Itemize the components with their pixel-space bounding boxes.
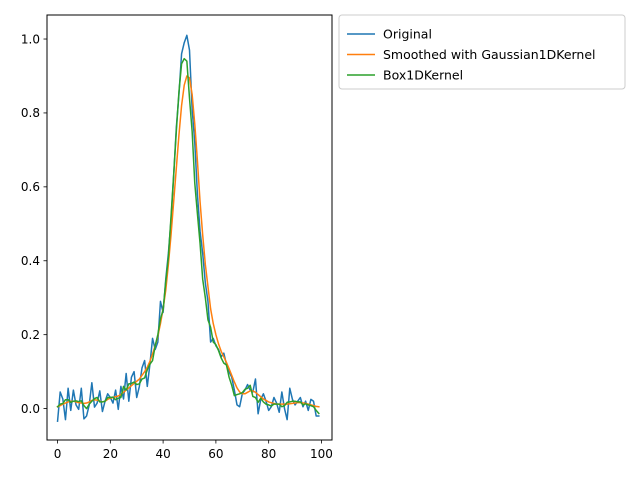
series-line-0 <box>56 34 320 422</box>
y-tick-label: 1.0 <box>21 32 40 46</box>
y-tick-label: 0.4 <box>21 254 40 268</box>
x-tick-label: 40 <box>155 447 170 461</box>
series-line-1 <box>56 75 320 408</box>
legend: Original Smoothed with Gaussian1DKernel Bo… <box>338 14 626 90</box>
x-tick-label: 0 <box>54 447 62 461</box>
legend-label-0: Original <box>383 27 432 42</box>
y-tick-label: 0.0 <box>21 402 40 416</box>
series-line-2 <box>56 57 320 415</box>
legend-frame <box>338 14 626 90</box>
legend-label-1: Smoothed with Gaussian1DKernel <box>383 47 596 62</box>
x-tick-label: 60 <box>208 447 223 461</box>
x-tick-label: 20 <box>103 447 118 461</box>
x-tick-label: 100 <box>310 447 333 461</box>
y-tick-label: 0.6 <box>21 180 40 194</box>
plot-frame <box>46 14 333 441</box>
x-axis: 0 20 40 60 80 100 <box>54 440 333 461</box>
x-tick-label: 80 <box>261 447 276 461</box>
y-tick-label: 0.8 <box>21 106 40 120</box>
legend-label-2: Box1DKernel <box>383 68 463 83</box>
series-layer <box>56 34 320 422</box>
y-tick-label: 0.2 <box>21 328 40 342</box>
y-axis: 0.0 0.2 0.4 0.6 0.8 1.0 <box>21 32 47 416</box>
